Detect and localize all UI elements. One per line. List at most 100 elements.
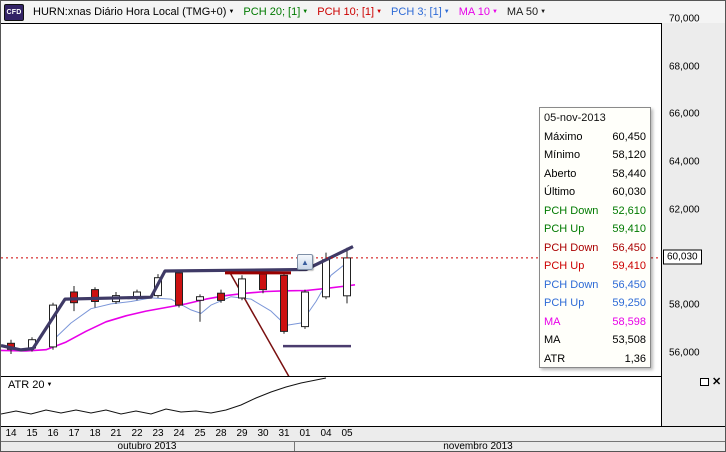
month-label: outubro 2013 (117, 441, 177, 452)
cfd-instrument-icon: CFD (4, 3, 24, 21)
tooltip-row-value: 60,450 (612, 130, 646, 143)
tooltip-row-label: PCH Up (544, 297, 585, 309)
tooltip-row-label: Aberto (544, 167, 577, 180)
atr-indicator-selector[interactable]: ATR 20 ▼ (8, 379, 52, 391)
date-tick-label: 18 (89, 428, 101, 439)
ma10-line-overlay (1, 284, 356, 352)
date-axis[interactable]: 14 15 16 17 18 21 22 23 24 25 28 29 30 31 01 04 05 (1, 426, 725, 441)
tooltip-row-value: 56,450 (612, 241, 646, 254)
current-price-box: 60,030 (663, 249, 702, 265)
candle-up (343, 257, 351, 297)
tooltip-row-value: 53,508 (612, 334, 646, 346)
chevron-down-icon: ▼ (376, 9, 383, 15)
annotation-marker-button[interactable]: ▲ (297, 254, 313, 270)
indicator-label: PCH 20; [1] (243, 6, 301, 18)
tooltip-row-value: 52,610 (612, 204, 646, 217)
tooltip-row: Máximo 60,450 (544, 128, 646, 147)
atr-panel[interactable]: ATR 20 ▼ (1, 376, 661, 426)
date-tick-label: 23 (152, 428, 164, 439)
tooltip-row-value: 56,450 (612, 278, 646, 291)
indicator-label: PCH 10; [1] (317, 6, 375, 18)
price-tick-label: 66,000 (669, 108, 700, 120)
chevron-down-icon: ▼ (540, 9, 547, 15)
plot-right-border (661, 23, 662, 451)
indicator-selector-pch-10-1[interactable]: PCH 10; [1] ▼ (317, 6, 382, 18)
price-tick-label: 68,000 (669, 61, 700, 73)
price-tick-label: 64,000 (669, 156, 700, 168)
tooltip-row: PCH Up 59,250 (544, 294, 646, 313)
candle-up (238, 278, 246, 299)
tooltip-row-label: PCH Down (544, 278, 599, 291)
date-tick-label: 21 (110, 428, 122, 439)
candle-down (175, 272, 183, 306)
tooltip-date: 05-nov-2013 (544, 112, 606, 124)
instrument-label: HURN:xnas Diário Hora Local (TMG+0) (33, 6, 227, 18)
tooltip-row-label: MA (544, 334, 561, 346)
date-tick-label: 29 (236, 428, 248, 439)
tooltip-row-label: PCH Down (544, 241, 599, 254)
atr-label: ATR 20 (8, 379, 45, 391)
tooltip-row-value: 59,410 (612, 223, 646, 235)
tooltip-row-label: Último (544, 186, 576, 198)
close-panel-icon[interactable]: ✕ (712, 376, 722, 388)
candle-up (322, 259, 330, 298)
tooltip-row: PCH Up 59,410 (544, 220, 646, 239)
date-tick-label: 30 (257, 428, 269, 439)
atr-chart-svg (1, 377, 327, 415)
indicator-selector-pch-3-1[interactable]: PCH 3; [1] ▼ (391, 6, 450, 18)
tooltip-row: PCH Down 56,450 (544, 276, 646, 295)
tooltip-row: MA 58,598 (544, 313, 646, 332)
indicator-list: PCH 20; [1] ▼ PCH 10; [1] ▼ PCH 3; [1] ▼ MA 10… (243, 6, 546, 18)
tooltip-row: MA 53,508 (544, 331, 646, 350)
month-axis: outubro 2013 novembro 2013 (1, 441, 725, 452)
tooltip-rows: Máximo 60,450 Mínimo 58,120 Aberto 58,440 Últi… (544, 128, 646, 369)
chevron-down-icon: ▼ (443, 9, 450, 15)
date-tick-label: 16 (47, 428, 59, 439)
candle-up (301, 291, 309, 328)
price-tick-label: 70,000 (669, 13, 700, 25)
tooltip-row-label: PCH Down (544, 204, 599, 217)
main-chart-area[interactable]: ▲ 05-nov-2013 Máximo 60,450 Mínimo 58,120 Ab… (1, 23, 661, 376)
tooltip-row-value: 58,120 (612, 149, 646, 161)
month-divider (294, 442, 295, 451)
indicator-selector-ma-50[interactable]: MA 50 ▼ (507, 6, 546, 18)
date-tick-label: 24 (173, 428, 185, 439)
tooltip-row: PCH Up 59,410 (544, 257, 646, 276)
chevron-down-icon: ▼ (302, 9, 309, 15)
date-tick-label: 22 (131, 428, 143, 439)
tooltip-row-value: 1,36 (624, 352, 646, 365)
price-tick-label: 56,000 (669, 347, 700, 359)
tooltip-row: PCH Down 52,610 (544, 202, 646, 221)
tooltip-row-value: 60,030 (612, 186, 646, 198)
chart-toolbar: CFD HURN:xnas Diário Hora Local (TMG+0) ▼… (1, 1, 725, 23)
data-tooltip: 05-nov-2013 Máximo 60,450 Mínimo 58,120 Aber… (539, 107, 651, 368)
date-tick-label: 28 (215, 428, 227, 439)
date-tick-label: 15 (26, 428, 38, 439)
panel-window-buttons: ✕ (700, 376, 722, 388)
chevron-down-icon: ▼ (46, 382, 53, 388)
restore-panel-icon[interactable] (700, 378, 709, 386)
date-tick-label: 04 (320, 428, 332, 439)
candle-up (49, 304, 57, 348)
instrument-selector[interactable]: HURN:xnas Diário Hora Local (TMG+0) ▼ (33, 6, 234, 18)
indicator-selector-ma-10[interactable]: MA 10 ▼ (459, 6, 498, 18)
tooltip-row: Aberto 58,440 (544, 165, 646, 184)
tooltip-row: Último 60,030 (544, 183, 646, 202)
chevron-down-icon: ▼ (491, 9, 498, 15)
candle-down (91, 289, 99, 303)
tooltip-row-value: 58,598 (612, 315, 646, 328)
chevron-down-icon: ▼ (228, 9, 235, 15)
tooltip-row: PCH Down 56,450 (544, 239, 646, 258)
candle-down (259, 273, 267, 291)
price-axis[interactable]: 70,000 68,000 66,000 64,000 62,000 58,000 56,0… (662, 1, 725, 426)
tooltip-row-value: 58,440 (612, 167, 646, 180)
candle-down (217, 292, 225, 301)
tooltip-row: ATR 1,36 (544, 350, 646, 369)
tooltip-row: Mínimo 58,120 (544, 146, 646, 165)
tooltip-row-value: 59,410 (612, 260, 646, 272)
indicator-selector-pch-20-1[interactable]: PCH 20; [1] ▼ (243, 6, 308, 18)
atr-line (1, 377, 327, 415)
month-label: novembro 2013 (443, 441, 513, 452)
date-tick-label: 14 (5, 428, 17, 439)
